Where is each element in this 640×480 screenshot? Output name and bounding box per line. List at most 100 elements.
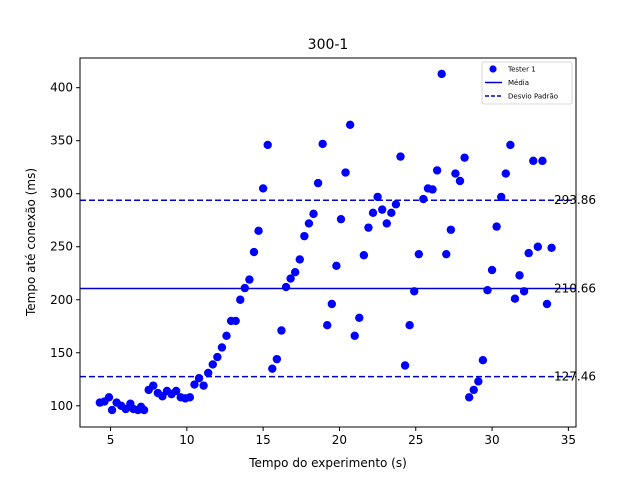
data-point (510, 294, 520, 303)
data-point (414, 249, 424, 259)
data-point (236, 295, 245, 304)
data-point (437, 69, 446, 79)
data-point (350, 331, 359, 341)
x-tick-label: 25 (408, 433, 423, 447)
data-point (263, 140, 272, 150)
data-point (254, 226, 263, 236)
plot-content: 210.66 293.86 127.46 (80, 69, 596, 415)
x-tick-label: 35 (561, 433, 576, 447)
data-point (107, 405, 117, 415)
data-point (547, 243, 556, 253)
data-point (542, 299, 552, 309)
data-point (446, 225, 456, 234)
data-point (538, 156, 547, 166)
data-point (341, 168, 350, 177)
data-point (149, 381, 158, 390)
data-point (405, 321, 414, 330)
data-point (529, 156, 538, 166)
data-point (272, 354, 282, 364)
data-point (249, 247, 259, 257)
data-point (190, 380, 199, 389)
data-point (373, 192, 382, 202)
data-point (428, 185, 437, 194)
x-tick-label: 10 (179, 433, 194, 447)
legend-label: Média (508, 79, 529, 87)
legend-label: Desvio Padrão (508, 93, 558, 101)
data-point (332, 261, 341, 271)
y-axis-label: Tempo até conexão (ms) (24, 168, 38, 317)
data-point (359, 251, 369, 260)
data-point (391, 200, 401, 209)
data-point (245, 275, 254, 284)
data-point (515, 271, 524, 280)
data-point (208, 360, 217, 369)
data-point (442, 249, 451, 259)
y-tick-label: 400 (50, 81, 73, 95)
data-point (222, 331, 231, 341)
plot-frame (79, 57, 577, 428)
data-point (451, 169, 460, 178)
data-point (501, 169, 510, 178)
data-point (203, 368, 213, 378)
y-tick-label: 350 (50, 134, 73, 148)
data-point (355, 313, 364, 322)
data-point (213, 352, 222, 362)
x-tick-label: 20 (332, 433, 347, 447)
data-point (519, 287, 529, 296)
data-point (364, 223, 373, 232)
data-point (506, 140, 515, 150)
data-point (318, 139, 327, 149)
data-point (295, 255, 304, 264)
data-point (483, 286, 492, 295)
x-axis: 5 10 15 20 25 30 35 (107, 427, 576, 447)
data-point (400, 361, 410, 370)
data-point (309, 209, 318, 219)
legend: Tester 1 Média Desvio Padrão (481, 61, 573, 105)
data-point (492, 222, 501, 231)
data-point (300, 231, 309, 241)
data-point (323, 321, 332, 330)
data-point (258, 184, 268, 193)
x-tick-label: 30 (484, 433, 499, 447)
reference-line-label: 210.66 (554, 281, 596, 295)
data-point (104, 393, 114, 402)
data-point (455, 176, 465, 186)
y-tick-label: 200 (50, 293, 73, 307)
data-point (139, 405, 149, 415)
data-point (487, 265, 497, 275)
x-tick-label: 15 (255, 433, 270, 447)
data-point (410, 287, 419, 296)
data-point (217, 343, 227, 352)
data-point (432, 166, 442, 175)
data-point (286, 274, 295, 283)
legend-label: Tester 1 (507, 66, 536, 74)
data-point (464, 393, 474, 402)
data-point (327, 299, 337, 309)
data-point (281, 282, 291, 292)
data-point (345, 120, 355, 130)
data-point (478, 355, 488, 365)
legend-marker (489, 65, 497, 73)
reference-line-label: 293.86 (554, 193, 596, 207)
data-point (474, 377, 483, 386)
data-point (377, 205, 387, 214)
chart-title: 300-1 (308, 37, 349, 53)
data-point (336, 214, 346, 224)
data-point (171, 386, 181, 396)
legend-box (481, 61, 573, 105)
y-tick-label: 150 (50, 346, 73, 360)
data-point (194, 374, 204, 383)
y-tick-label: 100 (50, 399, 73, 413)
data-point (313, 178, 323, 188)
data-point (533, 242, 543, 251)
data-point (387, 208, 396, 218)
data-point (290, 267, 300, 277)
data-point (199, 381, 208, 390)
data-point (524, 248, 533, 258)
y-tick-label: 250 (50, 240, 73, 254)
data-point (419, 194, 428, 204)
x-axis-label: Tempo do experimento (s) (248, 456, 407, 470)
data-point (268, 364, 277, 373)
y-tick-label: 300 (50, 187, 73, 201)
